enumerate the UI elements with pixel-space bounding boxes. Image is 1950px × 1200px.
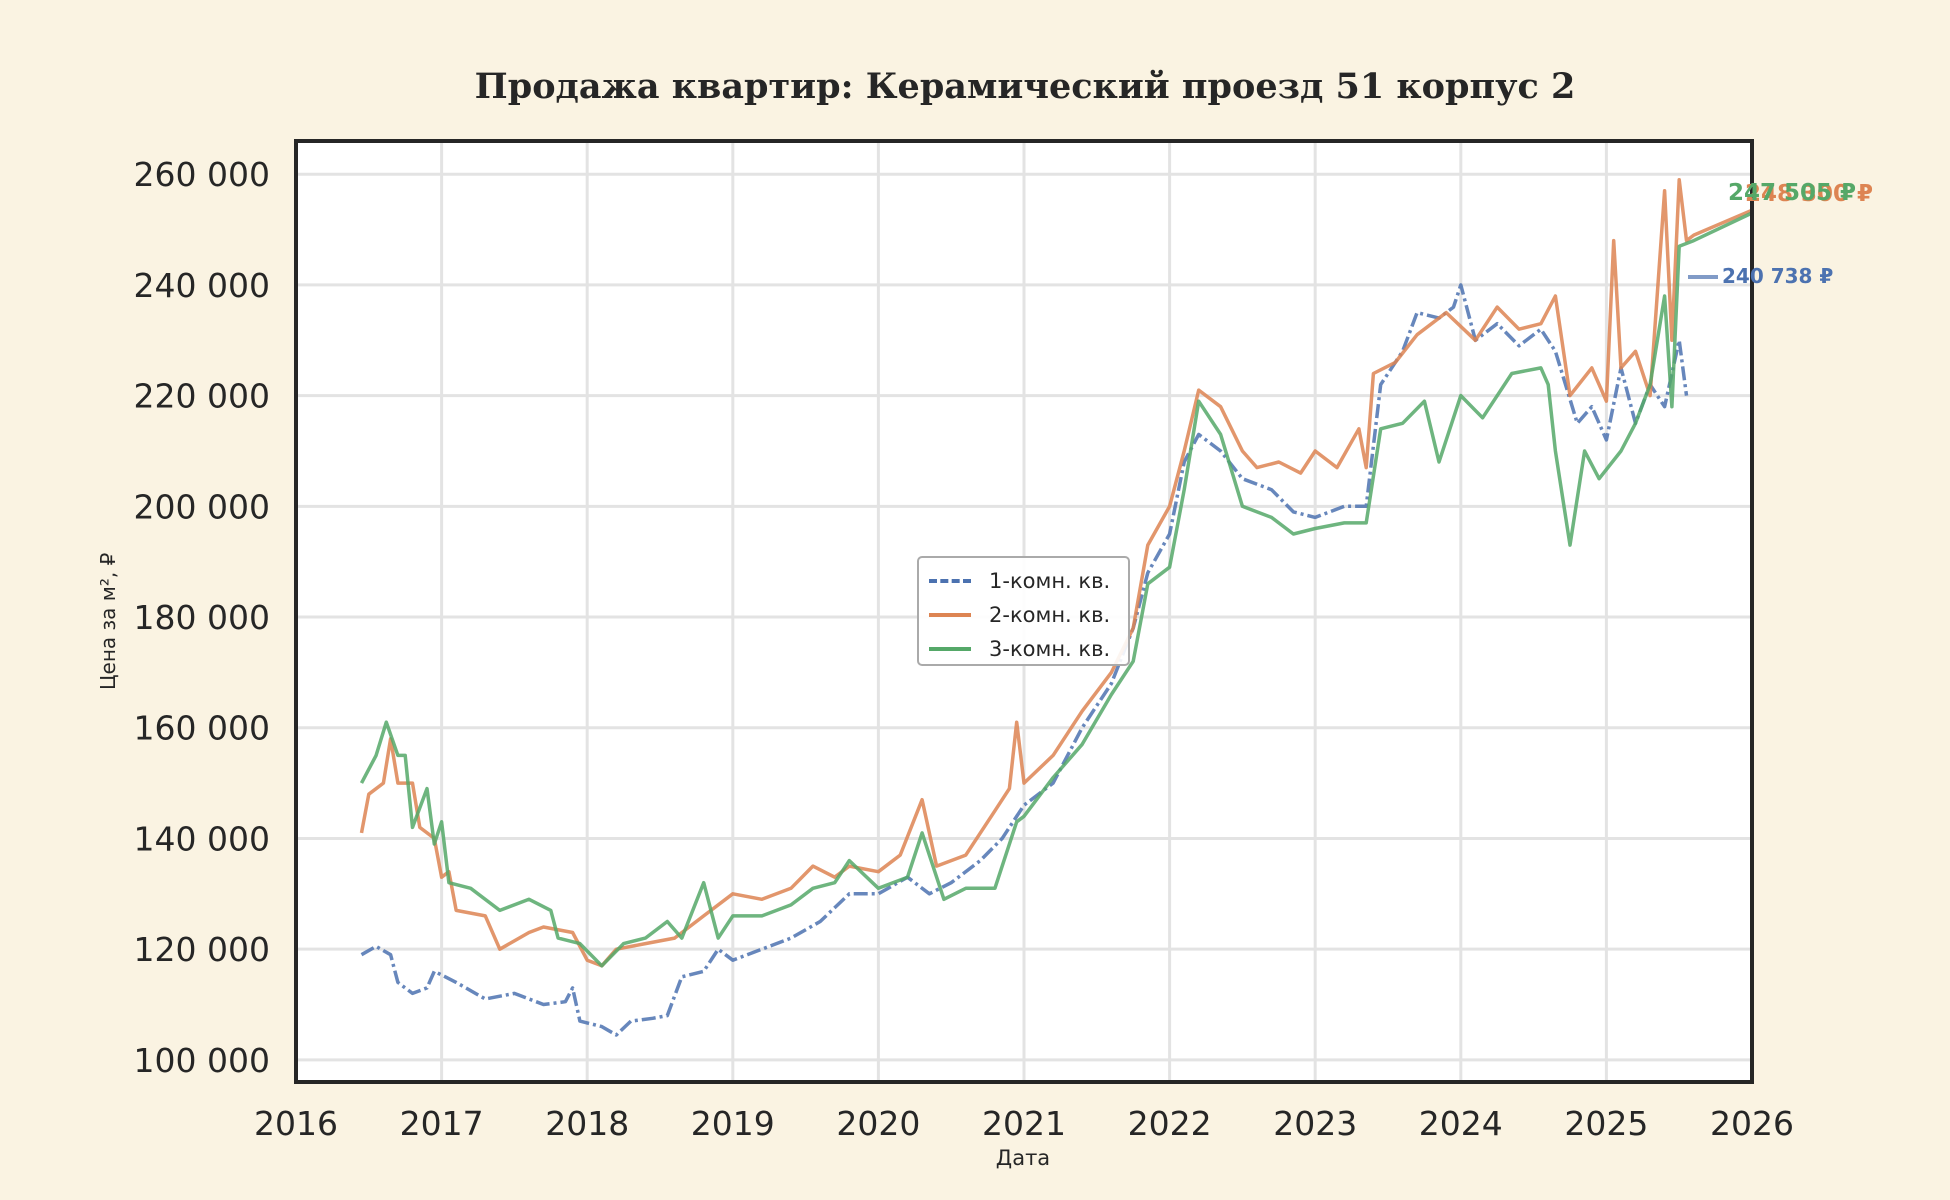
x-tick-label: 2016 xyxy=(254,1104,338,1143)
x-axis-label: Дата xyxy=(995,1146,1051,1170)
legend-label: 2-комн. кв. xyxy=(989,603,1111,627)
legend-label: 3-комн. кв. xyxy=(989,637,1111,661)
legend-swatch-2room xyxy=(929,613,971,617)
y-tick-label: 240 000 xyxy=(134,266,270,305)
legend-item-1room: 1-комн. кв. xyxy=(929,566,1110,596)
legend-swatch-3room xyxy=(929,647,971,651)
series-line-3 xyxy=(359,211,1753,968)
grid xyxy=(294,141,1754,1082)
x-tick-label: 2018 xyxy=(545,1104,629,1143)
chart-title: Продажа квартир: Керамический проезд 51 … xyxy=(474,66,1576,107)
series-line-1 xyxy=(360,283,1689,1037)
y-tick-label: 220 000 xyxy=(134,377,270,416)
last-value-label: 247 505 ₽ xyxy=(1728,180,1856,206)
legend-label: 1-комн. кв. xyxy=(989,569,1111,593)
last-value-annotations: 240 738 ₽ 248 300 ₽247 505 ₽ xyxy=(1688,180,1873,288)
legend-swatch-1room xyxy=(929,579,971,583)
x-tick-label: 2017 xyxy=(400,1104,484,1143)
y-tick-label: 260 000 xyxy=(134,155,270,194)
legend: 1-комн. кв. 2-комн. кв. 3-комн. кв. xyxy=(917,556,1130,666)
y-tick-label: 140 000 xyxy=(134,819,270,858)
y-tick-label: 200 000 xyxy=(134,487,270,526)
plot-frame xyxy=(294,139,1754,1084)
x-tick-label: 2024 xyxy=(1419,1104,1503,1143)
last-value-label: 248 300 ₽ xyxy=(1745,181,1873,207)
y-tick-label: 100 000 xyxy=(134,1041,270,1080)
x-tick-label: 2026 xyxy=(1710,1104,1794,1143)
x-tick-label: 2021 xyxy=(982,1104,1066,1143)
x-tick-label: 2025 xyxy=(1564,1104,1648,1143)
last-value-label: 240 738 ₽ xyxy=(1722,264,1833,288)
y-axis-label: Цена за м², ₽ xyxy=(96,552,120,690)
legend-item-3room: 3-комн. кв. xyxy=(929,634,1110,664)
y-axis-ticks: 100 000 120 000 140 000 160 000 180 000 200 0… xyxy=(134,155,270,1080)
y-tick-label: 180 000 xyxy=(134,598,270,637)
y-tick-label: 160 000 xyxy=(134,709,270,748)
y-tick-label: 120 000 xyxy=(134,930,270,969)
series-lines xyxy=(359,177,1753,1037)
series-line-2 xyxy=(359,177,1753,968)
x-tick-label: 2022 xyxy=(1128,1104,1212,1143)
x-tick-label: 2019 xyxy=(691,1104,775,1143)
x-tick-label: 2023 xyxy=(1273,1104,1357,1143)
x-axis-ticks: 2016 2017 2018 2019 2020 2021 2022 2023 2024 2025… xyxy=(254,1104,1794,1143)
x-tick-label: 2020 xyxy=(836,1104,920,1143)
legend-item-2room: 2-комн. кв. xyxy=(929,600,1110,630)
